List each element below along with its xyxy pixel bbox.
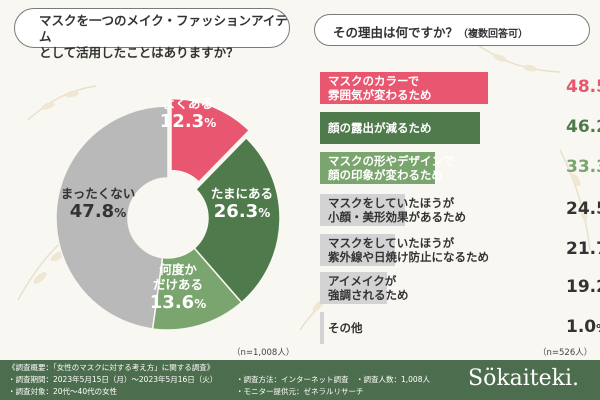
bar-eye-makeup-label-line1: アイメイクが xyxy=(328,274,397,288)
left-question-line2: として活用したことはありますか？ xyxy=(39,45,239,60)
bar-color-value: 48.5 xyxy=(566,77,600,97)
pie-label-often: よくある 12.3% xyxy=(148,96,228,134)
pie-label-few-times-line2: だけある xyxy=(152,277,203,292)
pie-label-sometimes-value: 26.3 xyxy=(213,201,259,222)
pie-label-few-times-line1: 何度か xyxy=(159,262,197,277)
pie-label-few-times-unit: % xyxy=(194,297,207,311)
pie-label-never-value: 47.8 xyxy=(69,201,115,222)
bar-other-label-line1: その他 xyxy=(328,321,363,335)
pie-label-often-unit: % xyxy=(204,116,217,130)
bar-small-face-label-line2: 小顔・美形効果があるため xyxy=(328,210,466,224)
pie-label-sometimes: たまにある 26.3% xyxy=(192,186,292,224)
bar-eye-makeup xyxy=(320,272,387,304)
bar-uv-label-line2: 紫外線や日焼け防止になるため xyxy=(328,250,489,264)
left-question-box: マスクを一つのメイク・ファッションアイテム として活用したことはありますか？ xyxy=(14,8,290,60)
bar-eye-makeup-value: 19.2 xyxy=(566,277,600,297)
pie-label-few-times-value: 13.6 xyxy=(149,292,195,313)
survey-period: ・調査期間：2023年5月15日（月）〜2023年5月16日（火） xyxy=(8,375,218,384)
right-question-main: その理由は何ですか？ xyxy=(333,25,459,40)
bar-exposure-value: 46.2 xyxy=(566,117,600,137)
brand-logo: Sökaiteki. xyxy=(468,366,580,391)
pie-slice-sometimes xyxy=(193,136,281,304)
right-question-sub: （複数回答可） xyxy=(458,29,529,40)
pie-label-often-category: よくある xyxy=(162,96,213,111)
pie-label-few-times: 何度か だけある 13.6% xyxy=(138,262,218,315)
right-sample-size: （n=526人） xyxy=(538,348,593,358)
bar-small-face-label-line1: マスクをしていたほうが xyxy=(328,196,455,210)
survey-count: ・調査人数：1,008人 xyxy=(356,375,430,384)
bar-other xyxy=(320,312,324,344)
pie-label-never-category: まったくない xyxy=(60,186,136,201)
survey-provider: ・モニター提供元：ゼネラルリサーチ xyxy=(236,387,364,396)
bar-small-face-value: 24.5 xyxy=(566,199,600,219)
left-sample-size: （n=1,008人） xyxy=(232,348,295,358)
pie-label-never: まったくない 47.8% xyxy=(46,186,150,224)
bar-uv xyxy=(320,234,396,266)
bar-uv-label-line1: マスクをしていたほうが xyxy=(328,236,455,250)
survey-footer: 《調査概要：「女性のマスクに対する考え方」に関する調査》 ・調査期間：2023年… xyxy=(0,360,600,400)
bar-eye-makeup-label-line2: 強調されるため xyxy=(328,288,409,302)
left-question-line1: マスクを一つのメイク・ファッションアイテム xyxy=(39,13,288,44)
pie-label-sometimes-category: たまにある xyxy=(210,186,274,201)
bar-exposure-label-line1: 顔の露出が減るため xyxy=(328,121,432,135)
right-question-box: その理由は何ですか？（複数回答可） xyxy=(314,14,590,46)
bar-color-label-line2: 雰囲気が変わるため xyxy=(328,88,432,102)
bar-uv-value: 21.7 xyxy=(566,239,600,259)
pie-label-never-unit: % xyxy=(114,206,127,220)
survey-target: ・調査対象：20代〜40代の女性 xyxy=(8,387,118,396)
bar-small-face xyxy=(320,194,405,226)
survey-method: ・調査方法：インターネット調査 xyxy=(236,375,349,384)
bar-other-value: 1.0 xyxy=(566,317,597,337)
bar-color xyxy=(320,72,488,104)
survey-title: 《調査概要：「女性のマスクに対する考え方」に関する調査》 xyxy=(8,363,215,372)
bar-shape-value: 33.3 xyxy=(566,157,600,177)
pie-label-often-value: 12.3 xyxy=(159,111,205,132)
bar-color-label-line1: マスクのカラーで xyxy=(328,74,420,88)
bar-other-unit: % xyxy=(596,322,600,335)
pie-slice-often xyxy=(170,97,251,184)
bar-shape-label-line2: 顔の印象が変わるため xyxy=(328,168,443,182)
bar-exposure xyxy=(320,112,481,144)
bar-shape-label-line1: マスクの形やデザインで xyxy=(328,154,455,168)
bar-shape xyxy=(320,152,436,184)
pie-label-sometimes-unit: % xyxy=(258,206,271,220)
pie-slice-never xyxy=(55,105,169,330)
